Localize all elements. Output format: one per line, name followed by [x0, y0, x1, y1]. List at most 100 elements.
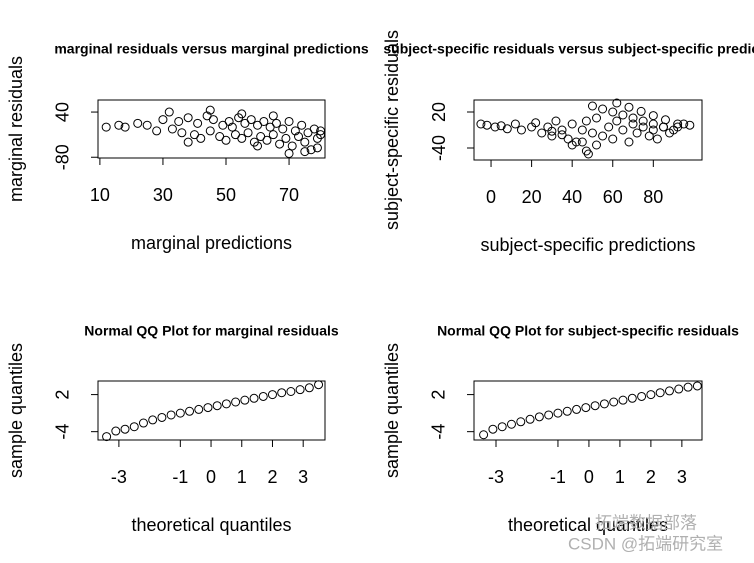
- point: [297, 120, 307, 130]
- point: [628, 119, 638, 129]
- point: [583, 149, 593, 159]
- point: [284, 148, 294, 158]
- y-tick-label: -40: [429, 135, 449, 161]
- point: [581, 403, 591, 413]
- x-tick-label: 1: [237, 467, 247, 487]
- point: [644, 131, 654, 141]
- point: [525, 414, 535, 424]
- chart-title: marginal residuals versus marginal predi…: [54, 41, 369, 57]
- chart-title: Normal QQ Plot for subject-specific resi…: [437, 323, 739, 339]
- x-axis-label: theoretical quantiles: [131, 515, 291, 535]
- point: [314, 380, 324, 390]
- point: [278, 124, 288, 134]
- point: [531, 118, 541, 128]
- point: [557, 125, 567, 135]
- point: [581, 116, 591, 126]
- point: [581, 146, 591, 156]
- point: [637, 391, 647, 401]
- point: [567, 140, 577, 150]
- x-axis-label: theoretical quantiles: [508, 515, 668, 535]
- point: [673, 119, 683, 129]
- plot-box: [97, 99, 326, 159]
- x-axis-label: marginal predictions: [131, 233, 292, 253]
- point: [183, 137, 193, 147]
- point: [152, 126, 162, 136]
- point: [506, 419, 516, 429]
- point: [646, 390, 656, 400]
- point: [295, 385, 305, 395]
- point: [205, 105, 215, 115]
- point: [175, 408, 185, 418]
- point: [488, 424, 498, 434]
- y-tick-label: 20: [429, 102, 449, 122]
- point: [490, 122, 500, 132]
- point: [268, 111, 278, 121]
- point: [547, 126, 557, 136]
- point: [692, 381, 702, 391]
- y-tick-label: -80: [53, 144, 73, 170]
- point: [502, 124, 512, 134]
- point: [246, 115, 256, 125]
- point: [609, 397, 619, 407]
- x-tick-label: 60: [603, 187, 623, 207]
- watermark: CSDN @拓端研究室: [568, 534, 723, 553]
- point: [612, 98, 622, 108]
- point: [166, 410, 176, 420]
- x-tick-label: 50: [216, 185, 236, 205]
- point: [224, 116, 234, 126]
- x-tick-label: 0: [584, 467, 594, 487]
- point: [479, 430, 489, 440]
- point: [624, 137, 634, 147]
- point: [551, 116, 561, 126]
- point: [142, 120, 152, 130]
- point: [638, 122, 648, 132]
- y-tick-label: -4: [429, 424, 449, 440]
- x-tick-label: 0: [206, 467, 216, 487]
- point: [496, 121, 506, 131]
- y-tick-label: 40: [53, 102, 73, 122]
- y-axis-label: marginal residuals: [6, 56, 26, 202]
- point: [167, 124, 177, 134]
- point: [193, 118, 203, 128]
- point: [174, 116, 184, 126]
- x-tick-label: 2: [646, 467, 656, 487]
- point: [294, 132, 304, 142]
- point: [221, 399, 231, 409]
- point: [608, 134, 618, 144]
- point: [567, 119, 577, 129]
- point: [120, 122, 130, 132]
- point: [618, 125, 628, 135]
- x-tick-label: 1: [615, 467, 625, 487]
- point: [618, 395, 628, 405]
- point: [547, 131, 557, 141]
- x-tick-label: 70: [279, 185, 299, 205]
- point: [598, 131, 608, 141]
- point: [627, 393, 637, 403]
- point: [203, 403, 213, 413]
- x-tick-label: 2: [267, 467, 277, 487]
- point: [300, 137, 310, 147]
- point: [133, 118, 143, 128]
- point: [240, 395, 250, 405]
- point: [685, 120, 695, 130]
- point: [557, 130, 567, 140]
- x-tick-label: 40: [562, 187, 582, 207]
- point: [476, 119, 486, 129]
- point: [287, 141, 297, 151]
- point: [271, 118, 281, 128]
- point: [267, 390, 277, 400]
- point: [158, 115, 168, 125]
- point: [604, 122, 614, 132]
- chart-title: Normal QQ Plot for marginal residuals: [84, 323, 339, 339]
- point: [562, 406, 572, 416]
- plot-box: [473, 380, 703, 441]
- point: [221, 135, 231, 145]
- y-tick-label: -4: [53, 424, 73, 440]
- point: [177, 128, 187, 138]
- point: [577, 137, 587, 147]
- point: [300, 147, 310, 157]
- point: [587, 128, 597, 138]
- x-axis-label: subject-specific predictions: [480, 235, 695, 255]
- point: [510, 119, 520, 129]
